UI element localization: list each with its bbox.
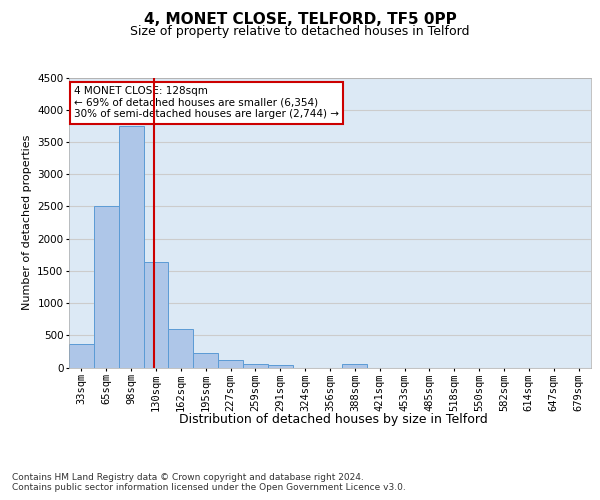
Bar [143, 262, 169, 368]
Text: 4, MONET CLOSE, TELFORD, TF5 0PP: 4, MONET CLOSE, TELFORD, TF5 0PP [143, 12, 457, 28]
Text: 4 MONET CLOSE: 128sqm
← 69% of detached houses are smaller (6,354)
30% of semi-d: 4 MONET CLOSE: 128sqm ← 69% of detached … [74, 86, 339, 120]
Bar [193, 352, 218, 368]
Text: Contains public sector information licensed under the Open Government Licence v3: Contains public sector information licen… [12, 482, 406, 492]
Y-axis label: Number of detached properties: Number of detached properties [22, 135, 32, 310]
Text: Contains HM Land Registry data © Crown copyright and database right 2024.: Contains HM Land Registry data © Crown c… [12, 472, 364, 482]
Bar [243, 364, 268, 368]
Bar [268, 365, 293, 368]
Bar [119, 126, 143, 368]
Bar [69, 344, 94, 367]
Bar [218, 360, 243, 368]
Text: Distribution of detached houses by size in Telford: Distribution of detached houses by size … [179, 412, 487, 426]
Bar [94, 206, 119, 368]
Bar [343, 364, 367, 368]
Text: Size of property relative to detached houses in Telford: Size of property relative to detached ho… [130, 25, 470, 38]
Bar [169, 330, 193, 368]
